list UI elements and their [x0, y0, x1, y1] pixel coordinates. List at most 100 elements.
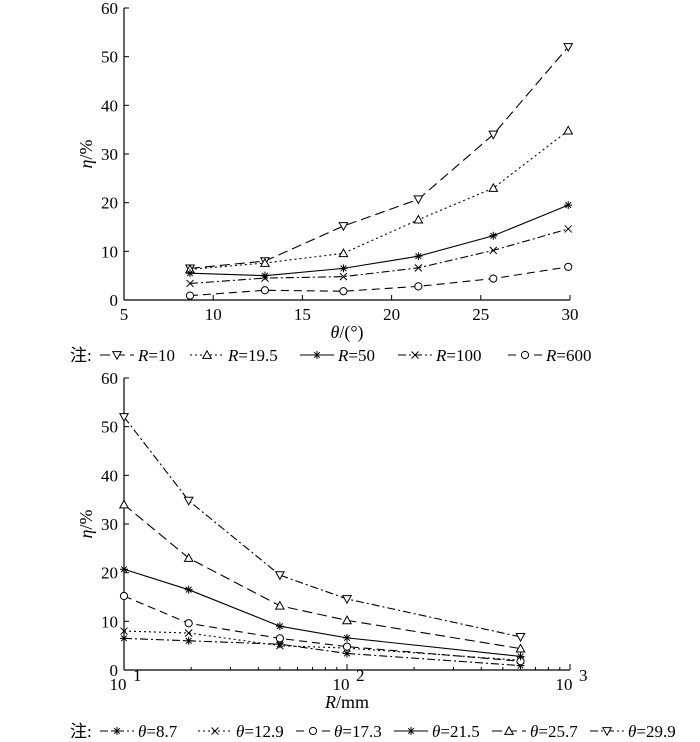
legend-label-2: R=50	[337, 346, 375, 365]
series-5-point-1	[183, 496, 194, 506]
series-0-point-1	[184, 636, 193, 645]
series-3-point-0	[120, 565, 128, 574]
legend-label-3: R=100	[435, 346, 481, 365]
series-0-point-2	[275, 640, 284, 649]
series-5-point-0	[118, 413, 130, 423]
y-tick-label-0: 0	[110, 661, 119, 680]
series-2-point-2	[275, 634, 284, 643]
legend-label-1: R=19.5	[227, 346, 278, 365]
series-4-point-0	[185, 291, 195, 300]
x-tick-label-1: 10	[205, 305, 222, 324]
series-4-point-0	[118, 499, 130, 509]
series-2-point-3	[342, 642, 352, 651]
series-0-point-3	[343, 649, 351, 658]
y-tick-label-4: 40	[101, 96, 118, 115]
series-1-point-0	[120, 627, 128, 635]
legend-note: 注:	[70, 722, 92, 741]
series-0-point-2	[338, 222, 349, 232]
series-1-point-1	[259, 257, 270, 267]
y-tick-label-1: 10	[101, 612, 118, 631]
series-3-point-2-ray-3	[276, 623, 284, 630]
legend-marker-1-stroke-b	[211, 727, 219, 735]
legend-marker-4	[503, 725, 515, 735]
series-2-point-2-ray-3	[340, 265, 347, 272]
series-4-point-3	[414, 282, 423, 291]
y-tick-label-4: 40	[101, 466, 118, 485]
legend-label-0: R=10	[137, 346, 175, 365]
series-3-point-3-stroke-b	[414, 264, 423, 272]
series-2-point-0	[186, 269, 195, 278]
series-3-point-4	[516, 652, 525, 661]
x-tick-label-2: 10	[556, 675, 573, 694]
series-1-point-2-stroke-b	[276, 641, 284, 650]
series-3-point-5-stroke-b	[564, 225, 573, 233]
series-1-point-1-stroke-b	[184, 629, 193, 637]
legend-label-0: θ=8.7	[138, 722, 178, 741]
series-3-point-3-ray-3	[343, 634, 351, 642]
x-tick-exp-1: 2	[356, 666, 365, 685]
series-4-point-1	[260, 286, 270, 295]
chart-top: 0 10 20 30 40 50 60 5 10 15 20 25 30 θ/(°) η/%	[76, 0, 579, 343]
series-4-point-4	[515, 643, 526, 653]
series-1-point-5	[563, 125, 574, 135]
series-1-point-3	[413, 214, 424, 224]
series-1-point-0-stroke-b	[120, 627, 128, 635]
x-tick-exp-2: 3	[579, 666, 588, 685]
series-2-point-1	[184, 619, 193, 628]
legend-marker-3	[411, 351, 419, 359]
series-2-point-0	[119, 591, 129, 601]
legend-label-5: θ=29.9	[628, 722, 676, 741]
series-0-point-4	[488, 130, 499, 140]
series-3-point-4	[489, 246, 498, 255]
series-1-point-2	[276, 641, 284, 650]
legend-marker-3-ray-3	[407, 727, 415, 735]
x-tick-label-0: 10	[110, 675, 127, 694]
series-2-point-2	[339, 264, 348, 273]
series-3-point-2-stroke-b	[339, 272, 348, 281]
series-3-point-1-ray-3	[185, 586, 192, 593]
series-4-point-5	[564, 262, 573, 272]
series-0-line	[189, 46, 569, 269]
y-tick-label-3: 30	[101, 145, 118, 164]
series-3-point-4-ray-3	[517, 653, 524, 660]
series-5-line	[123, 416, 521, 638]
legend-label-1: θ=12.9	[236, 722, 284, 741]
y-axis-label: η/%	[76, 140, 96, 169]
series-4-line	[123, 504, 521, 650]
series-0-point-0	[120, 634, 128, 643]
legend-marker-2-ray-3	[313, 351, 321, 359]
y-tick-label-6: 60	[101, 369, 118, 388]
x-axis-label: R/mm	[324, 692, 369, 712]
series-3-point-3	[414, 264, 423, 272]
series-3-point-5	[564, 225, 573, 233]
series-3-point-0-stroke-b	[186, 279, 194, 288]
series-1-point-2	[338, 248, 349, 258]
y-tick-label-2: 20	[101, 564, 118, 583]
y-tick-label-1: 10	[101, 242, 118, 261]
series-0-point-0-ray-3	[120, 635, 128, 642]
series-4-point-2	[339, 287, 348, 296]
legend-label-4: R=600	[545, 346, 591, 365]
x-tick-label-1: 10	[333, 675, 350, 694]
y-tick-label-5: 50	[101, 48, 118, 67]
series-0-point-1-ray-3	[185, 637, 192, 644]
legend-top: 注: R=10 R=19.5 R=50 R=100 R=600	[70, 346, 591, 365]
series-0-point-3	[413, 195, 424, 205]
legend-marker-1	[201, 349, 213, 359]
series-2-point-3-ray-3	[415, 253, 422, 260]
legend-marker-0-ray-3	[113, 727, 121, 735]
x-tick-label-0: 5	[120, 305, 129, 324]
series-4-point-2	[274, 600, 285, 610]
series-2-line	[123, 595, 521, 662]
series-3-point-1	[261, 274, 269, 282]
series-4-point-3	[341, 615, 353, 625]
series-4-point-1	[183, 552, 194, 562]
series-2-line	[189, 204, 569, 277]
legend-marker-5	[601, 727, 613, 737]
series-1-point-4	[488, 182, 499, 192]
series-3-point-2	[339, 272, 348, 281]
y-tick-label-3: 30	[101, 515, 118, 534]
series-3-point-0-ray-3	[120, 566, 128, 573]
